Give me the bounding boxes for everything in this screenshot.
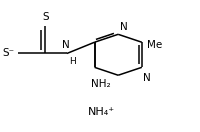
Text: N: N: [120, 22, 128, 32]
Text: S: S: [42, 12, 49, 22]
Text: NH₄⁺: NH₄⁺: [88, 107, 115, 117]
Text: S⁻: S⁻: [3, 48, 15, 58]
Text: H: H: [69, 57, 76, 66]
Text: N: N: [62, 40, 70, 50]
Text: NH₂: NH₂: [91, 79, 110, 89]
Text: Me: Me: [147, 40, 162, 50]
Text: N: N: [143, 73, 151, 83]
